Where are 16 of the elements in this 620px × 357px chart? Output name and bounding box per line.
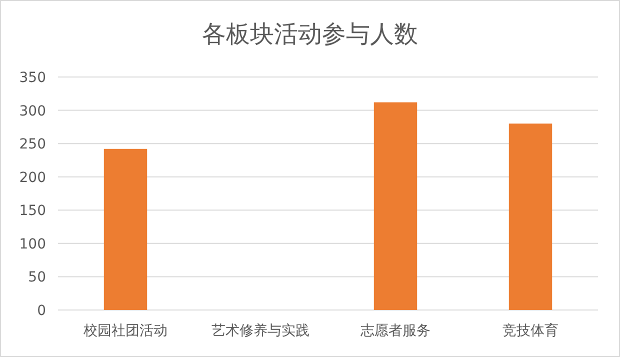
- x-tick-label: 竞技体育: [502, 322, 558, 339]
- bar: [374, 102, 418, 310]
- y-tick-label: 350: [19, 70, 46, 86]
- chart-title: 各板块活动参与人数: [202, 20, 418, 48]
- x-tick-label: 志愿者服务: [360, 323, 430, 339]
- x-tick-label: 校园社团活动: [82, 323, 168, 339]
- y-tick-label: 50: [28, 270, 46, 286]
- x-tick-label: 艺术修养与实践: [212, 323, 310, 339]
- y-tick-label: 300: [19, 103, 46, 120]
- y-tick-label: 200: [19, 170, 46, 186]
- bar: [508, 124, 552, 310]
- y-tick-label: 250: [19, 136, 46, 153]
- y-tick-label: 150: [19, 203, 46, 220]
- y-tick-label: 100: [19, 236, 46, 252]
- y-tick-label: 0: [37, 303, 46, 319]
- bar: [104, 148, 148, 310]
